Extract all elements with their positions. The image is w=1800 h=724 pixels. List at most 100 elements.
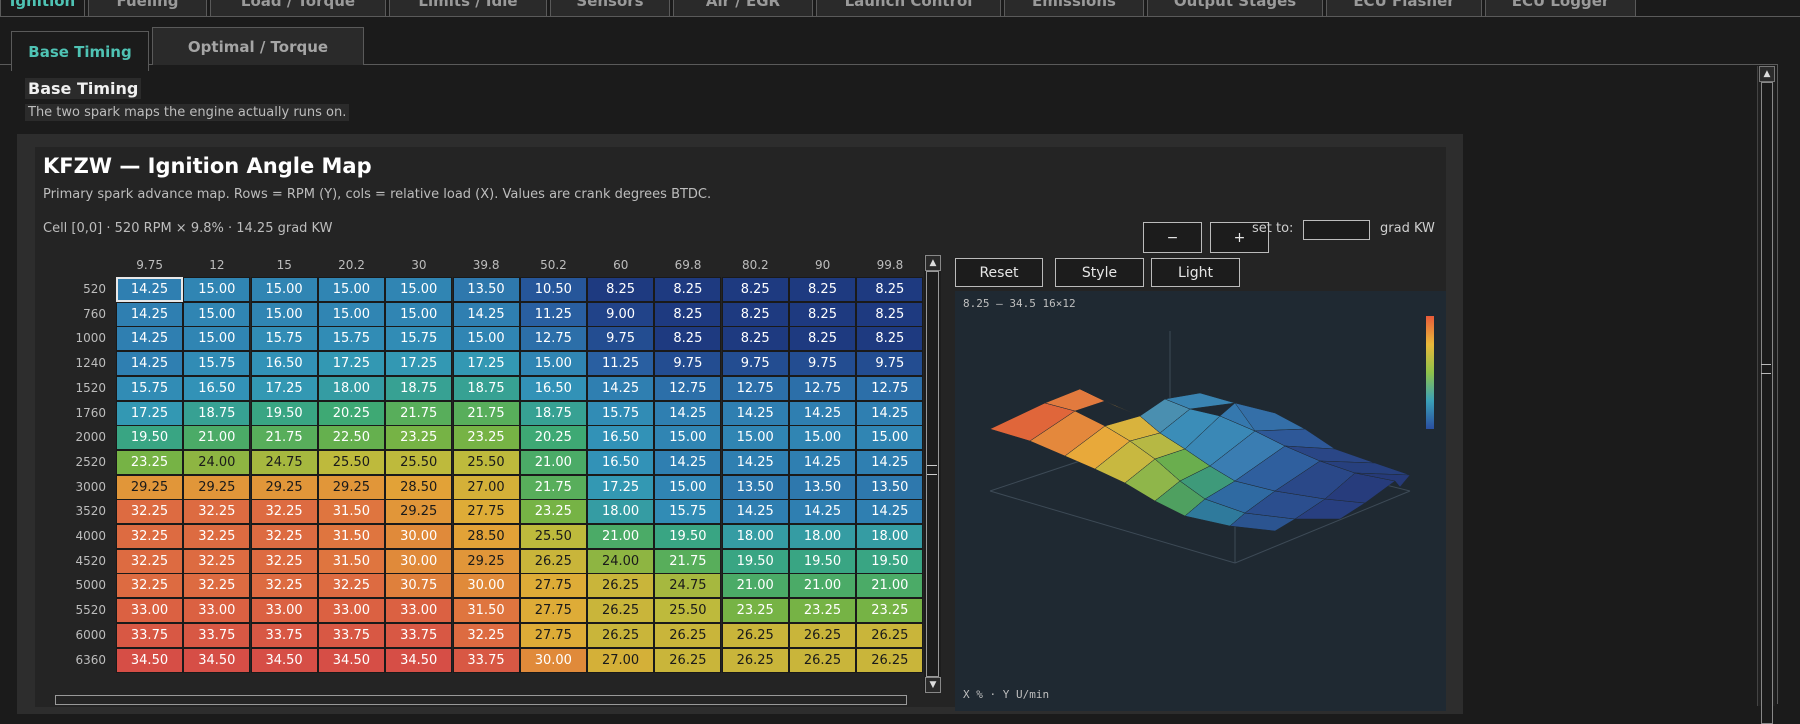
map-cell[interactable]: 28.50 <box>452 524 520 549</box>
tab-air-egr[interactable]: Air / EGR <box>673 0 813 16</box>
map-cell[interactable]: 8.25 <box>654 301 722 327</box>
tab-load-torque[interactable]: Load / Torque <box>210 0 386 16</box>
map-cell[interactable]: 15.00 <box>721 425 789 451</box>
map-cell[interactable]: 29.25 <box>452 548 520 574</box>
map-cell[interactable]: 33.00 <box>116 598 183 624</box>
map-cell[interactable]: 25.50 <box>519 524 587 549</box>
map-cell[interactable]: 26.25 <box>856 622 924 648</box>
map-cell[interactable]: 24.00 <box>587 548 655 574</box>
map-cell[interactable]: 24.75 <box>250 449 318 475</box>
map-cell[interactable]: 15.00 <box>183 301 251 327</box>
tab-sensors[interactable]: Sensors <box>550 0 670 16</box>
map-cell[interactable]: 34.50 <box>183 647 251 673</box>
map-cell[interactable]: 18.00 <box>856 524 924 549</box>
map-cell[interactable]: 27.00 <box>452 474 520 500</box>
map-cell[interactable]: 15.00 <box>250 277 318 302</box>
map-cell[interactable]: 15.00 <box>385 301 453 327</box>
map-cell[interactable]: 13.50 <box>789 474 856 500</box>
map-cell[interactable]: 21.00 <box>789 573 856 599</box>
map-cell[interactable]: 9.00 <box>587 301 655 327</box>
map-cell[interactable]: 30.75 <box>385 573 453 599</box>
map-cell[interactable]: 17.25 <box>116 400 183 426</box>
map-cell[interactable]: 14.25 <box>856 400 924 426</box>
map-cell[interactable]: 21.75 <box>385 400 453 426</box>
map-cell[interactable]: 26.25 <box>587 598 655 624</box>
map-cell[interactable]: 9.75 <box>856 351 924 377</box>
reset-view-button[interactable]: Reset <box>955 258 1043 287</box>
map-cell[interactable]: 15.75 <box>385 326 453 352</box>
map-cell[interactable]: 33.75 <box>116 622 183 648</box>
map-cell[interactable]: 21.00 <box>183 425 251 451</box>
increment-button[interactable]: + <box>1210 222 1269 253</box>
page-scrollbar-grip[interactable] <box>1761 364 1771 374</box>
map-cell[interactable]: 32.25 <box>250 499 318 525</box>
map-cell[interactable]: 8.25 <box>856 326 924 352</box>
map-cell[interactable]: 17.25 <box>250 375 318 401</box>
map-cell[interactable]: 29.25 <box>317 474 385 500</box>
map-cell[interactable]: 34.50 <box>116 647 183 673</box>
map-cell[interactable]: 18.00 <box>587 499 655 525</box>
map-cell[interactable]: 23.25 <box>519 499 587 525</box>
map-cell[interactable]: 18.75 <box>519 400 587 426</box>
map-cell[interactable]: 17.25 <box>452 351 520 377</box>
map-cell[interactable]: 15.00 <box>183 326 251 352</box>
map-cell[interactable]: 8.25 <box>587 277 655 302</box>
tab-emissions[interactable]: Emissions <box>1004 0 1144 16</box>
map-cell[interactable]: 11.25 <box>587 351 655 377</box>
map-cell[interactable]: 21.75 <box>250 425 318 451</box>
map-cell[interactable]: 26.25 <box>856 647 924 673</box>
map-cell[interactable]: 32.25 <box>250 573 318 599</box>
map-cell[interactable]: 15.75 <box>587 400 655 426</box>
scroll-up-icon[interactable]: ▲ <box>1759 66 1775 82</box>
map-cell[interactable]: 29.25 <box>385 499 453 525</box>
map-cell[interactable]: 26.25 <box>519 548 587 574</box>
map-cell[interactable]: 13.50 <box>452 277 520 302</box>
map-cell[interactable]: 16.50 <box>587 449 655 475</box>
map-cell[interactable]: 15.00 <box>654 474 722 500</box>
map-cell[interactable]: 8.25 <box>856 301 924 327</box>
map-cell[interactable]: 8.25 <box>721 326 789 352</box>
map-cell[interactable]: 14.25 <box>721 400 789 426</box>
map-cell[interactable]: 12.75 <box>721 375 789 401</box>
map-cell[interactable]: 33.75 <box>385 622 453 648</box>
map-cell[interactable]: 15.00 <box>385 277 453 302</box>
map-cell[interactable]: 15.00 <box>654 425 722 451</box>
map-cell[interactable]: 33.00 <box>250 598 318 624</box>
map-cell[interactable]: 19.50 <box>721 548 789 574</box>
map-cell[interactable]: 22.50 <box>317 425 385 451</box>
map-cell[interactable]: 31.50 <box>317 524 385 549</box>
map-cell[interactable]: 15.00 <box>789 425 856 451</box>
map-cell[interactable]: 27.00 <box>587 647 655 673</box>
map-cell[interactable]: 27.75 <box>519 573 587 599</box>
map-cell[interactable]: 26.25 <box>721 622 789 648</box>
map-cell[interactable]: 32.25 <box>250 548 318 574</box>
map-cell[interactable]: 8.25 <box>856 277 924 302</box>
map-cell[interactable]: 14.25 <box>116 351 183 377</box>
map-cell[interactable]: 32.25 <box>183 524 251 549</box>
map-cell[interactable]: 8.25 <box>789 326 856 352</box>
map-cell[interactable]: 32.25 <box>116 548 183 574</box>
map-cell[interactable]: 31.50 <box>452 598 520 624</box>
map-cell[interactable]: 25.50 <box>385 449 453 475</box>
map-cell[interactable]: 26.25 <box>721 647 789 673</box>
map-cell[interactable]: 30.00 <box>385 548 453 574</box>
grid-scroll-down-icon[interactable]: ▼ <box>925 677 941 693</box>
map-cell[interactable]: 9.75 <box>721 351 789 377</box>
map-cell[interactable]: 24.75 <box>654 573 722 599</box>
map-cell[interactable]: 18.00 <box>721 524 789 549</box>
grid-scroll-track[interactable] <box>926 271 939 677</box>
tab-ecu-logger[interactable]: ECU Logger <box>1485 0 1636 16</box>
map-cell[interactable]: 18.75 <box>183 400 251 426</box>
map-cell[interactable]: 8.25 <box>721 277 789 302</box>
map-cell[interactable]: 18.00 <box>789 524 856 549</box>
decrement-button[interactable]: − <box>1143 222 1202 253</box>
map-cell[interactable]: 29.25 <box>183 474 251 500</box>
map-cell[interactable]: 34.50 <box>317 647 385 673</box>
grid-scroll-up-icon[interactable]: ▲ <box>925 255 941 271</box>
subtab-optimal-torque[interactable]: Optimal / Torque <box>152 27 364 65</box>
map-cell[interactable]: 33.75 <box>452 647 520 673</box>
map-cell[interactable]: 14.25 <box>452 301 520 327</box>
map-cell[interactable]: 8.25 <box>721 301 789 327</box>
map-cell[interactable]: 30.00 <box>452 573 520 599</box>
subtab-base-timing[interactable]: Base Timing <box>11 31 149 71</box>
